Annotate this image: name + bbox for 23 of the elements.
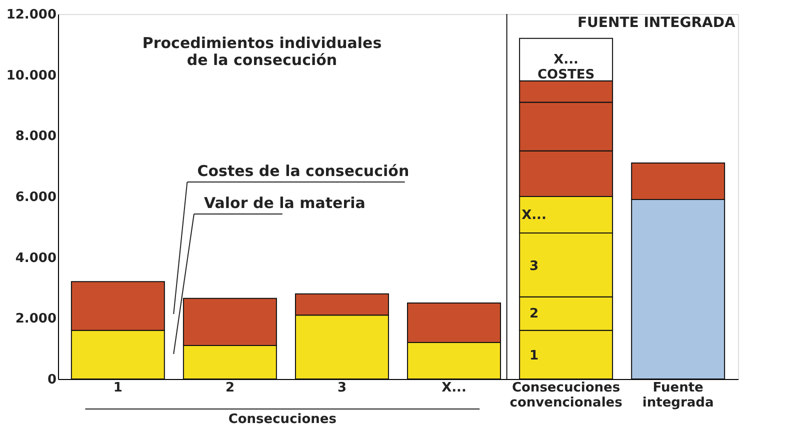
x-tick-label: Consecuciones convencionales (510, 380, 623, 410)
y-tick-label: 6.000 (15, 190, 56, 205)
annotation: FUENTE INTEGRADA (577, 15, 736, 31)
y-tick-label: 10.000 (6, 68, 56, 84)
x-tick-label: 3 (337, 380, 347, 396)
x-tick-label: X... (442, 380, 466, 396)
data-label: X... COSTES (538, 52, 595, 83)
annotation: 2 (529, 306, 539, 322)
annotation: 1 (529, 348, 539, 364)
y-tick-label: 0 (47, 372, 56, 388)
annotation: 3 (529, 258, 539, 274)
x-tick-label: Fuente integrada (642, 380, 714, 410)
y-tick-label: 4.000 (15, 250, 56, 266)
y-tick-label: 8.000 (15, 129, 56, 144)
annotation: X... (522, 208, 546, 223)
x-tick-label: 1 (113, 380, 122, 396)
y-tick-label: 12.000 (6, 8, 56, 22)
y-tick-label: 2.000 (15, 312, 56, 327)
x-tick-label: 2 (225, 380, 234, 396)
annotation: Valor de la materia (204, 194, 366, 212)
x-axis-title: Consecuciones (228, 412, 337, 427)
annotation: Costes de la consecución (197, 162, 410, 180)
annotation: Procedimientos individuales de la consecución (142, 34, 382, 69)
